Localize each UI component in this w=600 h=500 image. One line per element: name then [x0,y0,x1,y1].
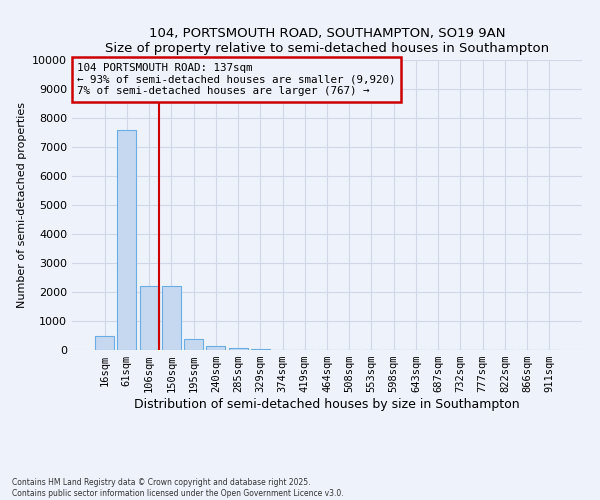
Bar [229,348,248,350]
Title: 104, PORTSMOUTH ROAD, SOUTHAMPTON, SO19 9AN
Size of property relative to semi-de: 104, PORTSMOUTH ROAD, SOUTHAMPTON, SO19 … [105,26,549,54]
Bar [140,286,158,350]
Bar [118,130,136,350]
X-axis label: Distribution of semi-detached houses by size in Southampton: Distribution of semi-detached houses by … [134,398,520,411]
Text: Contains HM Land Registry data © Crown copyright and database right 2025.
Contai: Contains HM Land Registry data © Crown c… [12,478,344,498]
Bar [162,286,181,350]
Text: 104 PORTSMOUTH ROAD: 137sqm
← 93% of semi-detached houses are smaller (9,920)
7%: 104 PORTSMOUTH ROAD: 137sqm ← 93% of sem… [77,63,395,96]
Bar [95,336,114,350]
Bar [184,338,203,350]
Bar [206,346,225,350]
Y-axis label: Number of semi-detached properties: Number of semi-detached properties [17,102,26,308]
